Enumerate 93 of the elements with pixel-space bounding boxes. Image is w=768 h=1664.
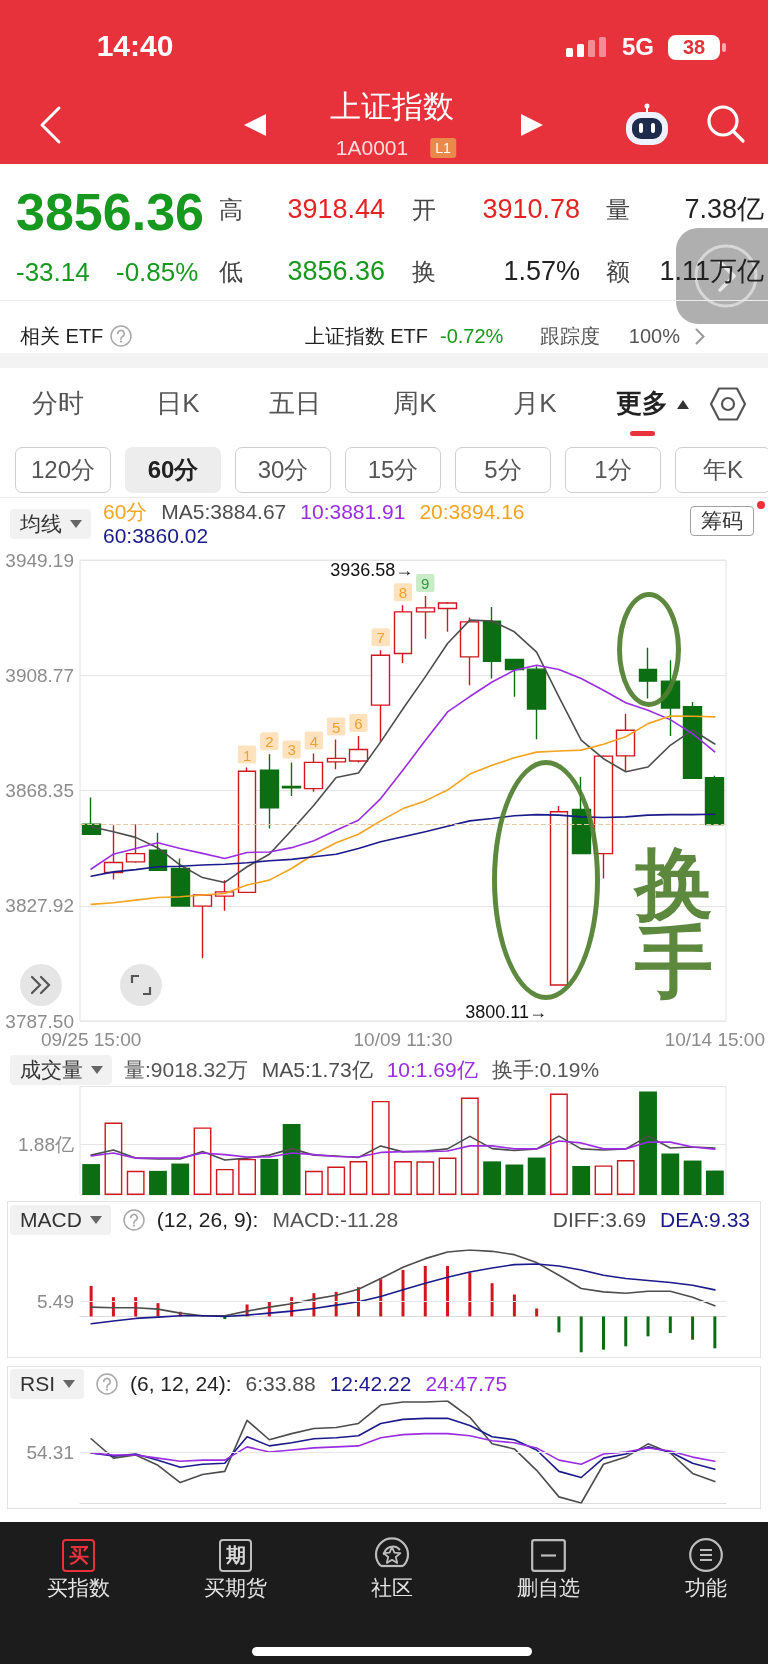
volume-dropdown: 成交量	[10, 1055, 112, 1085]
text: 日K	[156, 388, 200, 419]
text: 换手:0.19%	[491, 1058, 600, 1082]
series-label: DIFF:3.69	[552, 1208, 647, 1232]
text: 更多	[616, 388, 668, 419]
text: 上证指数 ETF	[304, 324, 428, 348]
period-button: 5分	[455, 447, 551, 493]
text: 周K	[393, 388, 437, 419]
text: 删自选	[516, 1575, 580, 1601]
text: 五日	[269, 388, 321, 419]
text: 54.31	[26, 1441, 74, 1463]
text: 3910.78	[482, 194, 580, 226]
period-button: 年K	[675, 447, 768, 493]
y-tick-label: 3827.92	[5, 895, 74, 917]
text: 量:9018.32万	[124, 1058, 248, 1082]
series-label: 24:47.75	[425, 1372, 508, 1396]
text: 1A0001	[335, 135, 409, 161]
text: 跟踪度	[540, 324, 600, 348]
text: 功能	[685, 1575, 727, 1601]
chart-subtitle: (12, 26, 9):	[156, 1208, 259, 1232]
chip-button: 筹码	[690, 506, 754, 536]
chart-subtitle: 60分	[103, 500, 148, 524]
text: 2	[265, 733, 274, 751]
text: 6	[354, 714, 363, 732]
text: 7.38亿	[684, 194, 764, 226]
chart-title: RSI	[20, 1372, 56, 1396]
period-button: 30分	[235, 447, 331, 493]
text: 相关 ETF	[20, 324, 104, 348]
x-tick-label: 10/09 11:30	[353, 1029, 453, 1050]
chart-title: 均线	[20, 511, 62, 537]
text: -33.14	[16, 257, 90, 288]
text: 买指数	[46, 1575, 110, 1601]
text: 5	[331, 718, 341, 736]
y-tick-label: 3787.50	[5, 1010, 74, 1032]
macd-dropdown: MACD	[10, 1205, 111, 1235]
text: -0.85%	[116, 257, 199, 288]
text: 量	[606, 196, 630, 224]
chart-subtitle: (6, 12, 24):	[130, 1372, 232, 1396]
text: MA5:1.73亿	[261, 1058, 373, 1082]
text: 分时	[32, 388, 84, 419]
rsi-dropdown: RSI	[10, 1369, 84, 1399]
period-button: 120分	[15, 447, 111, 493]
text: 3	[287, 741, 296, 759]
annotation: 3936.58→	[330, 559, 414, 580]
annotation: 换手	[635, 840, 714, 1006]
text: 10:1.69亿	[386, 1058, 478, 1082]
text: 9	[421, 574, 430, 592]
text: 社区	[371, 1575, 413, 1601]
text: 100%	[628, 324, 680, 348]
y-tick-label: 3949.19	[5, 549, 74, 571]
indicator-dropdown: 均线	[10, 509, 91, 539]
text: 5.49	[37, 1290, 74, 1312]
text: 换	[412, 258, 436, 286]
x-tick-label: 09/25 15:00	[40, 1029, 142, 1050]
text: 3918.44	[287, 194, 385, 226]
text: 10:3881.91	[300, 500, 406, 524]
text: 低	[219, 258, 243, 286]
text: 3856.36	[16, 183, 204, 243]
chart-title: 成交量	[20, 1057, 83, 1083]
text: MA5:3884.67	[161, 500, 287, 524]
text: 14:40	[96, 28, 174, 64]
text: 买期货	[203, 1575, 267, 1601]
text: 3856.36	[287, 256, 385, 288]
annotation: 3800.11→	[465, 1002, 547, 1023]
series-label: 12:42.22	[329, 1372, 412, 1396]
text: 额	[606, 258, 630, 286]
text: MACD:-11.28	[272, 1208, 399, 1232]
period-button: 15分	[345, 447, 441, 493]
y-tick-label: 1.88亿	[18, 1133, 74, 1155]
chart-title: MACD	[20, 1208, 82, 1232]
period-button: 1分	[565, 447, 661, 493]
y-tick-label: 3908.77	[5, 664, 74, 686]
text: 上证指数	[330, 89, 454, 125]
text: 7	[376, 629, 385, 647]
series-label: 6:33.88	[245, 1372, 316, 1396]
text: 月K	[513, 388, 557, 419]
text: 开	[412, 196, 436, 224]
text: 60:3860.02	[103, 524, 209, 548]
period-button: 60分	[125, 447, 221, 493]
text: 8	[398, 584, 408, 602]
text: -0.72%	[440, 324, 504, 348]
text: 高	[219, 196, 243, 224]
character-box-icon: 期	[219, 1539, 252, 1572]
text: 5G	[621, 33, 655, 61]
x-tick-label: 10/14 15:00	[664, 1029, 765, 1050]
text: L1	[430, 137, 456, 159]
y-tick-label: 3868.35	[5, 779, 74, 801]
text: 1	[242, 746, 252, 764]
text: 20:3894.16	[419, 500, 525, 524]
character-box-icon: 买	[62, 1539, 95, 1572]
text: DEA:9.33	[660, 1208, 750, 1232]
text: 1.57%	[503, 256, 580, 288]
text: 4	[309, 732, 319, 750]
